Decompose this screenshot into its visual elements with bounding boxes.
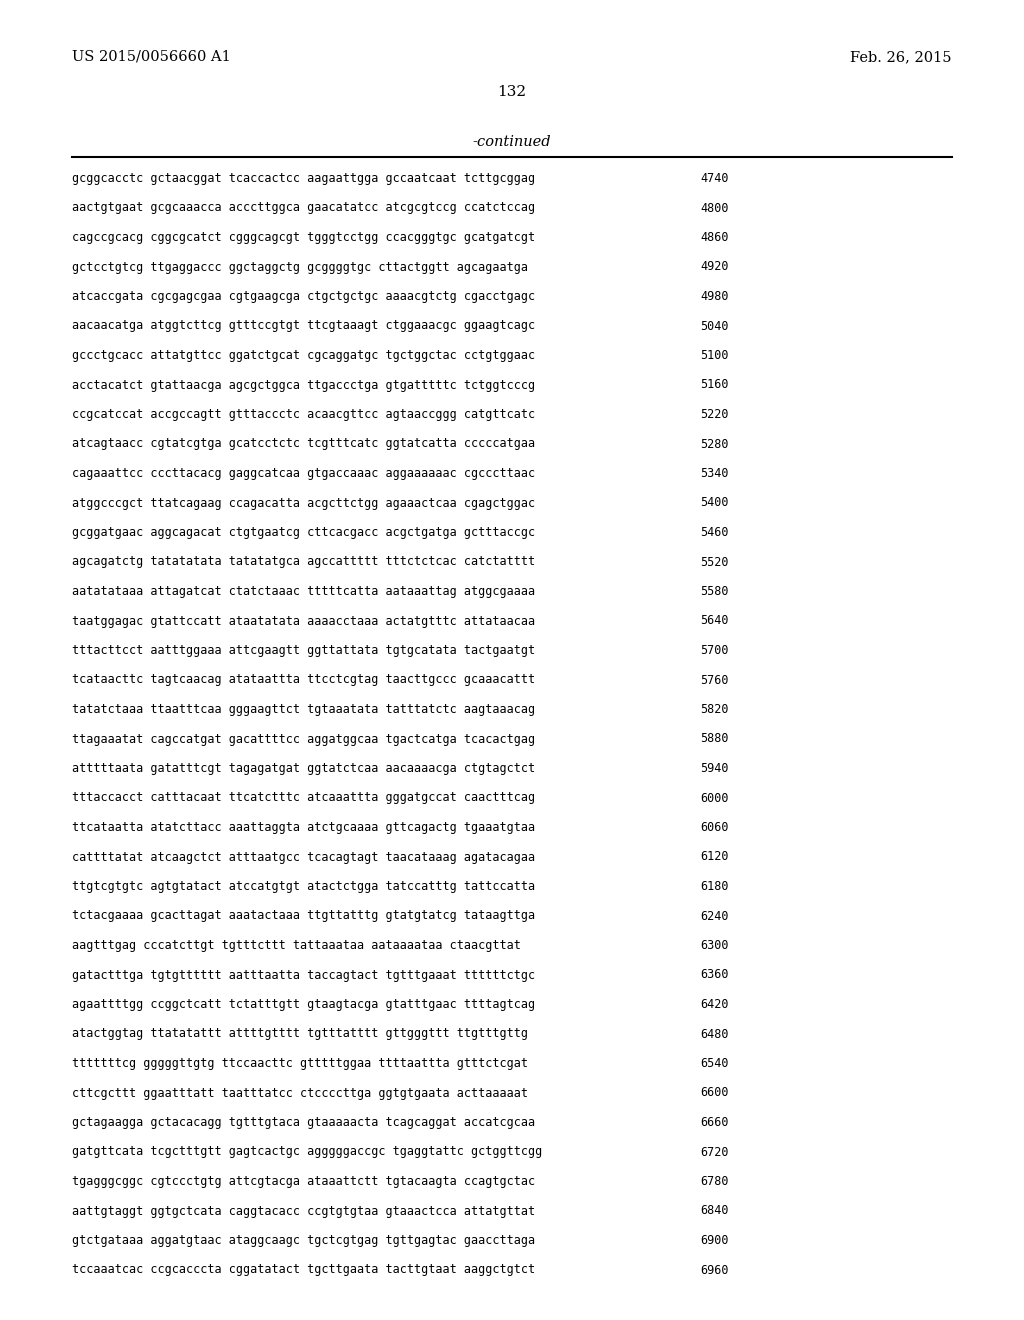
Text: gatgttcata tcgctttgtt gagtcactgc agggggaccgc tgaggtattc gctggttcgg: gatgttcata tcgctttgtt gagtcactgc aggggga… bbox=[72, 1146, 543, 1159]
Text: 5220: 5220 bbox=[700, 408, 728, 421]
Text: tccaaatcac ccgcacccta cggatatact tgcttgaata tacttgtaat aaggctgtct: tccaaatcac ccgcacccta cggatatact tgcttga… bbox=[72, 1263, 536, 1276]
Text: agaattttgg ccggctcatt tctatttgtt gtaagtacga gtatttgaac ttttagtcag: agaattttgg ccggctcatt tctatttgtt gtaagta… bbox=[72, 998, 536, 1011]
Text: aagtttgag cccatcttgt tgtttcttt tattaaataa aataaaataa ctaacgttat: aagtttgag cccatcttgt tgtttcttt tattaaata… bbox=[72, 939, 521, 952]
Text: 6360: 6360 bbox=[700, 969, 728, 982]
Text: cagaaattcc cccttacacg gaggcatcaa gtgaccaaac aggaaaaaac cgcccttaac: cagaaattcc cccttacacg gaggcatcaa gtgacca… bbox=[72, 467, 536, 480]
Text: 5640: 5640 bbox=[700, 615, 728, 627]
Text: 6480: 6480 bbox=[700, 1027, 728, 1040]
Text: tttacttcct aatttggaaa attcgaagtt ggttattata tgtgcatata tactgaatgt: tttacttcct aatttggaaa attcgaagtt ggttatt… bbox=[72, 644, 536, 657]
Text: ttgtcgtgtc agtgtatact atccatgtgt atactctgga tatccatttg tattccatta: ttgtcgtgtc agtgtatact atccatgtgt atactct… bbox=[72, 880, 536, 894]
Text: 5760: 5760 bbox=[700, 673, 728, 686]
Text: 6900: 6900 bbox=[700, 1234, 728, 1247]
Text: agcagatctg tatatatata tatatatgca agccattttt tttctctcac catctatttt: agcagatctg tatatatata tatatatgca agccatt… bbox=[72, 556, 536, 569]
Text: 6240: 6240 bbox=[700, 909, 728, 923]
Text: aacaacatga atggtcttcg gtttccgtgt ttcgtaaagt ctggaaacgc ggaagtcagc: aacaacatga atggtcttcg gtttccgtgt ttcgtaa… bbox=[72, 319, 536, 333]
Text: 5280: 5280 bbox=[700, 437, 728, 450]
Text: ttagaaatat cagccatgat gacattttcc aggatggcaa tgactcatga tcacactgag: ttagaaatat cagccatgat gacattttcc aggatgg… bbox=[72, 733, 536, 746]
Text: 5040: 5040 bbox=[700, 319, 728, 333]
Text: 6840: 6840 bbox=[700, 1204, 728, 1217]
Text: 6540: 6540 bbox=[700, 1057, 728, 1071]
Text: ccgcatccat accgccagtt gtttaccctc acaacgttcc agtaaccggg catgttcatc: ccgcatccat accgccagtt gtttaccctc acaacgt… bbox=[72, 408, 536, 421]
Text: gctcctgtcg ttgaggaccc ggctaggctg gcggggtgc cttactggtt agcagaatga: gctcctgtcg ttgaggaccc ggctaggctg gcggggt… bbox=[72, 260, 528, 273]
Text: tctacgaaaa gcacttagat aaatactaaa ttgttatttg gtatgtatcg tataagttga: tctacgaaaa gcacttagat aaatactaaa ttgttat… bbox=[72, 909, 536, 923]
Text: ttcataatta atatcttacc aaattaggta atctgcaaaa gttcagactg tgaaatgtaa: ttcataatta atatcttacc aaattaggta atctgca… bbox=[72, 821, 536, 834]
Text: 5520: 5520 bbox=[700, 556, 728, 569]
Text: 4740: 4740 bbox=[700, 172, 728, 185]
Text: taatggagac gtattccatt ataatatata aaaacctaaa actatgtttc attataacaa: taatggagac gtattccatt ataatatata aaaacct… bbox=[72, 615, 536, 627]
Text: 5580: 5580 bbox=[700, 585, 728, 598]
Text: 5880: 5880 bbox=[700, 733, 728, 746]
Text: 4980: 4980 bbox=[700, 290, 728, 304]
Text: gccctgcacc attatgttcc ggatctgcat cgcaggatgc tgctggctac cctgtggaac: gccctgcacc attatgttcc ggatctgcat cgcagga… bbox=[72, 348, 536, 362]
Text: atcagtaacc cgtatcgtga gcatcctctc tcgtttcatc ggtatcatta cccccatgaa: atcagtaacc cgtatcgtga gcatcctctc tcgtttc… bbox=[72, 437, 536, 450]
Text: 5460: 5460 bbox=[700, 525, 728, 539]
Text: tttttttcg gggggttgtg ttccaacttc gtttttggaa ttttaattta gtttctcgat: tttttttcg gggggttgtg ttccaacttc gtttttgg… bbox=[72, 1057, 528, 1071]
Text: acctacatct gtattaacga agcgctggca ttgaccctga gtgatttttc tctggtcccg: acctacatct gtattaacga agcgctggca ttgaccc… bbox=[72, 379, 536, 392]
Text: 6600: 6600 bbox=[700, 1086, 728, 1100]
Text: 6420: 6420 bbox=[700, 998, 728, 1011]
Text: 5940: 5940 bbox=[700, 762, 728, 775]
Text: tatatctaaa ttaatttcaa gggaagttct tgtaaatata tatttatctc aagtaaacag: tatatctaaa ttaatttcaa gggaagttct tgtaaat… bbox=[72, 704, 536, 715]
Text: aattgtaggt ggtgctcata caggtacacc ccgtgtgtaa gtaaactcca attatgttat: aattgtaggt ggtgctcata caggtacacc ccgtgtg… bbox=[72, 1204, 536, 1217]
Text: 6120: 6120 bbox=[700, 850, 728, 863]
Text: gcggatgaac aggcagacat ctgtgaatcg cttcacgacc acgctgatga gctttaccgc: gcggatgaac aggcagacat ctgtgaatcg cttcacg… bbox=[72, 525, 536, 539]
Text: cagccgcacg cggcgcatct cgggcagcgt tgggtcctgg ccacgggtgc gcatgatcgt: cagccgcacg cggcgcatct cgggcagcgt tgggtcc… bbox=[72, 231, 536, 244]
Text: 132: 132 bbox=[498, 84, 526, 99]
Text: 6780: 6780 bbox=[700, 1175, 728, 1188]
Text: cttcgcttt ggaatttatt taatttatcc ctccccttga ggtgtgaata acttaaaaat: cttcgcttt ggaatttatt taatttatcc ctcccctt… bbox=[72, 1086, 528, 1100]
Text: Feb. 26, 2015: Feb. 26, 2015 bbox=[851, 50, 952, 63]
Text: tgagggcggc cgtccctgtg attcgtacga ataaattctt tgtacaagta ccagtgctac: tgagggcggc cgtccctgtg attcgtacga ataaatt… bbox=[72, 1175, 536, 1188]
Text: 6300: 6300 bbox=[700, 939, 728, 952]
Text: 6660: 6660 bbox=[700, 1115, 728, 1129]
Text: US 2015/0056660 A1: US 2015/0056660 A1 bbox=[72, 50, 230, 63]
Text: gtctgataaa aggatgtaac ataggcaagc tgctcgtgag tgttgagtac gaaccttaga: gtctgataaa aggatgtaac ataggcaagc tgctcgt… bbox=[72, 1234, 536, 1247]
Text: cattttatat atcaagctct atttaatgcc tcacagtagt taacataaag agatacagaa: cattttatat atcaagctct atttaatgcc tcacagt… bbox=[72, 850, 536, 863]
Text: gctagaagga gctacacagg tgtttgtaca gtaaaaacta tcagcaggat accatcgcaa: gctagaagga gctacacagg tgtttgtaca gtaaaaa… bbox=[72, 1115, 536, 1129]
Text: 6720: 6720 bbox=[700, 1146, 728, 1159]
Text: 4920: 4920 bbox=[700, 260, 728, 273]
Text: gcggcacctc gctaacggat tcaccactcc aagaattgga gccaatcaat tcttgcggag: gcggcacctc gctaacggat tcaccactcc aagaatt… bbox=[72, 172, 536, 185]
Text: 6060: 6060 bbox=[700, 821, 728, 834]
Text: gatactttga tgtgtttttt aatttaatta taccagtact tgtttgaaat ttttttctgc: gatactttga tgtgtttttt aatttaatta taccagt… bbox=[72, 969, 536, 982]
Text: 6180: 6180 bbox=[700, 880, 728, 894]
Text: tcataacttc tagtcaacag atataattta ttcctcgtag taacttgccc gcaaacattt: tcataacttc tagtcaacag atataattta ttcctcg… bbox=[72, 673, 536, 686]
Text: atttttaata gatatttcgt tagagatgat ggtatctcaa aacaaaacga ctgtagctct: atttttaata gatatttcgt tagagatgat ggtatct… bbox=[72, 762, 536, 775]
Text: 5340: 5340 bbox=[700, 467, 728, 480]
Text: 5100: 5100 bbox=[700, 348, 728, 362]
Text: atactggtag ttatatattt attttgtttt tgtttatttt gttgggttt ttgtttgttg: atactggtag ttatatattt attttgtttt tgtttat… bbox=[72, 1027, 528, 1040]
Text: 5820: 5820 bbox=[700, 704, 728, 715]
Text: atcaccgata cgcgagcgaa cgtgaagcga ctgctgctgc aaaacgtctg cgacctgagc: atcaccgata cgcgagcgaa cgtgaagcga ctgctgc… bbox=[72, 290, 536, 304]
Text: aactgtgaat gcgcaaacca acccttggca gaacatatcc atcgcgtccg ccatctccag: aactgtgaat gcgcaaacca acccttggca gaacata… bbox=[72, 202, 536, 214]
Text: 5400: 5400 bbox=[700, 496, 728, 510]
Text: 5700: 5700 bbox=[700, 644, 728, 657]
Text: tttaccacct catttacaat ttcatctttc atcaaattta gggatgccat caactttcag: tttaccacct catttacaat ttcatctttc atcaaat… bbox=[72, 792, 536, 804]
Text: aatatataaa attagatcat ctatctaaac tttttcatta aataaattag atggcgaaaa: aatatataaa attagatcat ctatctaaac tttttca… bbox=[72, 585, 536, 598]
Text: -continued: -continued bbox=[473, 135, 551, 149]
Text: 6000: 6000 bbox=[700, 792, 728, 804]
Text: 4800: 4800 bbox=[700, 202, 728, 214]
Text: 4860: 4860 bbox=[700, 231, 728, 244]
Text: atggcccgct ttatcagaag ccagacatta acgcttctgg agaaactcaa cgagctggac: atggcccgct ttatcagaag ccagacatta acgcttc… bbox=[72, 496, 536, 510]
Text: 5160: 5160 bbox=[700, 379, 728, 392]
Text: 6960: 6960 bbox=[700, 1263, 728, 1276]
